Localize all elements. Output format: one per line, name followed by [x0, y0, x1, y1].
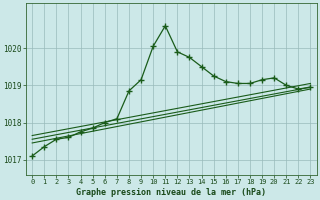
X-axis label: Graphe pression niveau de la mer (hPa): Graphe pression niveau de la mer (hPa)	[76, 188, 266, 197]
